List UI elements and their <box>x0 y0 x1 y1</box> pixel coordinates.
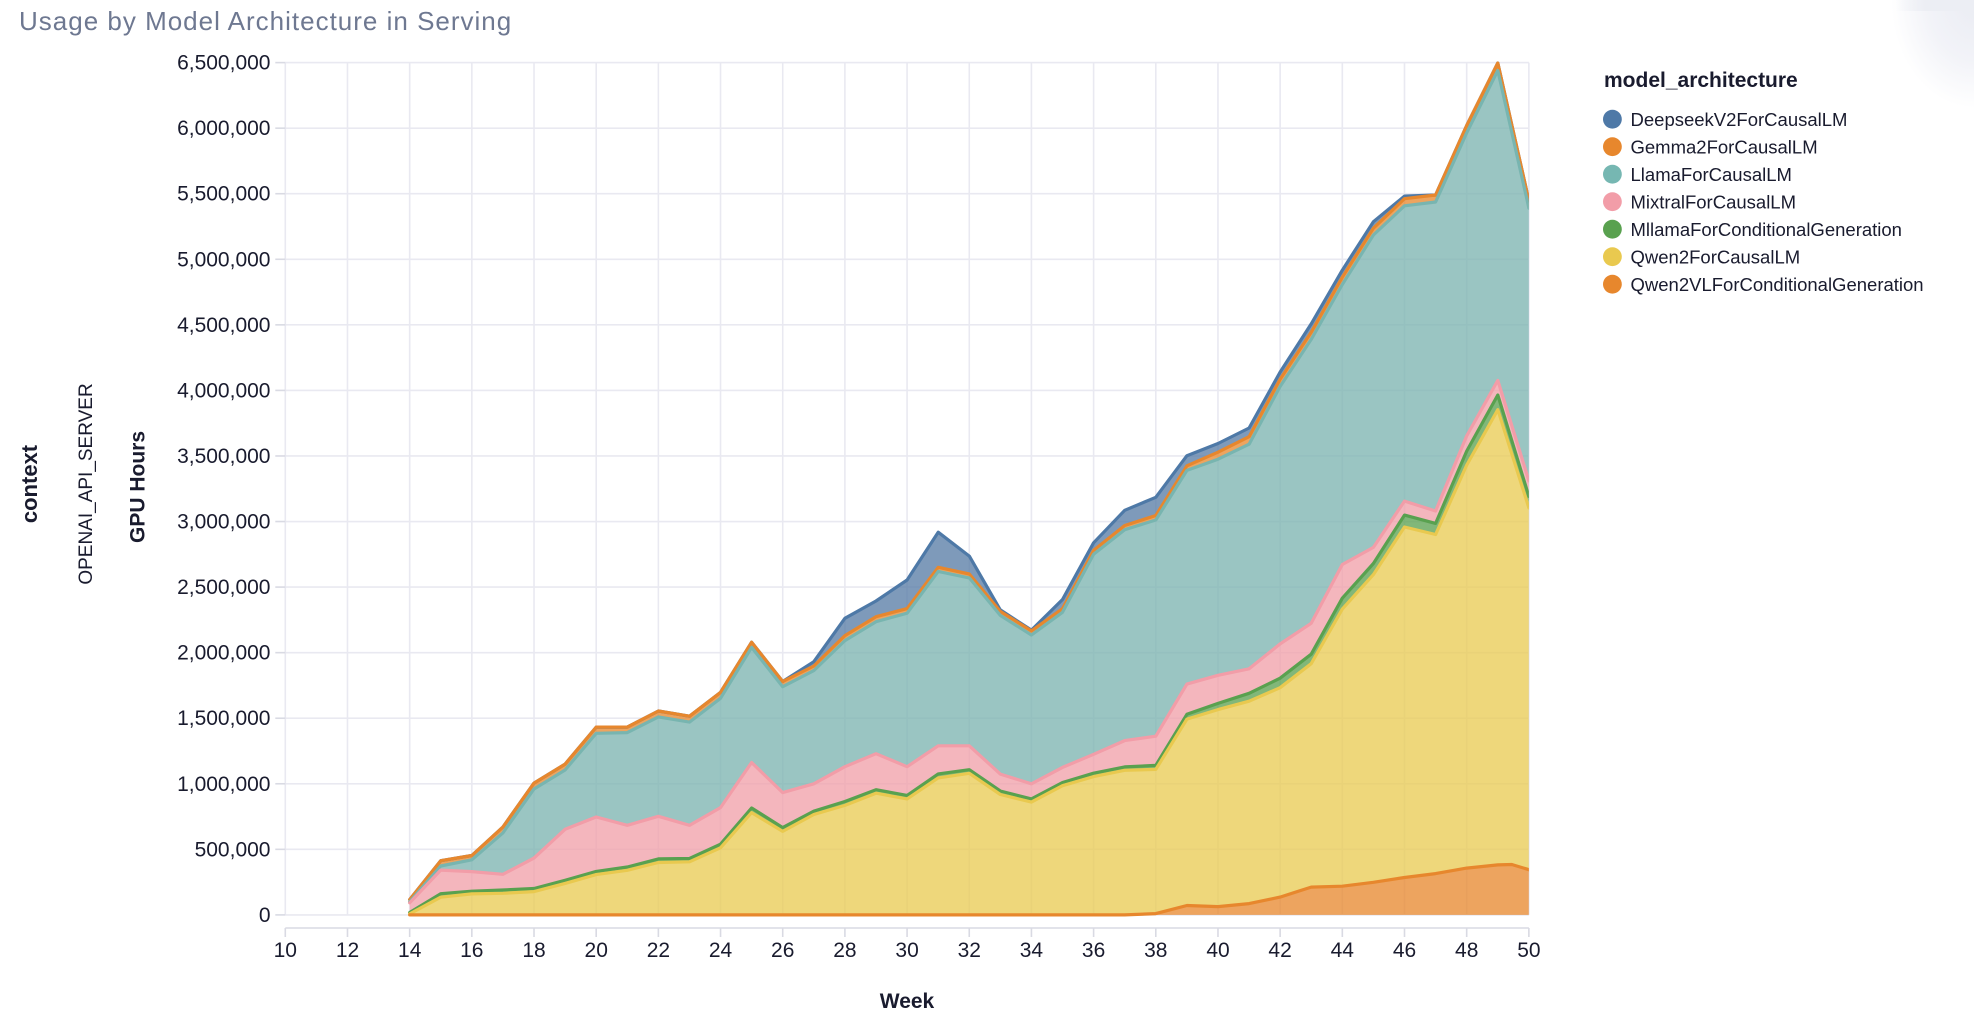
svg-text:3,000,000: 3,000,000 <box>177 511 270 534</box>
svg-text:10: 10 <box>274 939 297 962</box>
svg-text:model_architecture: model_architecture <box>1604 69 1798 92</box>
svg-text:16: 16 <box>460 939 483 962</box>
svg-text:5,000,000: 5,000,000 <box>177 248 270 271</box>
svg-text:14: 14 <box>398 939 422 962</box>
svg-text:18: 18 <box>522 939 545 962</box>
svg-text:44: 44 <box>1331 939 1355 962</box>
svg-text:12: 12 <box>336 939 359 962</box>
svg-text:1,000,000: 1,000,000 <box>177 773 270 796</box>
svg-text:26: 26 <box>771 939 794 962</box>
svg-text:22: 22 <box>647 939 670 962</box>
svg-text:Usage by Model Architecture in: Usage by Model Architecture in Serving <box>19 6 512 36</box>
svg-text:MixtralForCausalLM: MixtralForCausalLM <box>1631 192 1797 213</box>
svg-text:48: 48 <box>1455 939 1478 962</box>
svg-text:context: context <box>17 444 42 523</box>
svg-text:LlamaForCausalLM: LlamaForCausalLM <box>1631 164 1792 185</box>
svg-text:20: 20 <box>585 939 608 962</box>
svg-text:2,000,000: 2,000,000 <box>177 642 270 665</box>
svg-text:32: 32 <box>958 939 981 962</box>
svg-text:1,500,000: 1,500,000 <box>177 707 270 730</box>
svg-text:24: 24 <box>709 939 733 962</box>
svg-text:3,500,000: 3,500,000 <box>177 445 270 468</box>
svg-text:4,000,000: 4,000,000 <box>177 379 270 402</box>
svg-text:40: 40 <box>1206 939 1229 962</box>
svg-text:30: 30 <box>895 939 918 962</box>
svg-text:Week: Week <box>880 990 935 1013</box>
svg-text:2,500,000: 2,500,000 <box>177 576 270 599</box>
svg-text:42: 42 <box>1268 939 1291 962</box>
svg-text:OPENAI_API_SERVER: OPENAI_API_SERVER <box>76 383 97 584</box>
svg-text:50: 50 <box>1517 939 1540 962</box>
svg-text:500,000: 500,000 <box>195 838 271 861</box>
svg-text:Qwen2ForCausalLM: Qwen2ForCausalLM <box>1631 247 1801 268</box>
svg-text:38: 38 <box>1144 939 1167 962</box>
svg-text:4,500,000: 4,500,000 <box>177 314 270 337</box>
svg-text:Gemma2ForCausalLM: Gemma2ForCausalLM <box>1631 137 1818 158</box>
svg-text:36: 36 <box>1082 939 1105 962</box>
svg-text:28: 28 <box>833 939 856 962</box>
svg-text:6,500,000: 6,500,000 <box>177 52 270 75</box>
svg-text:6,000,000: 6,000,000 <box>177 117 270 140</box>
svg-text:DeepseekV2ForCausalLM: DeepseekV2ForCausalLM <box>1631 109 1848 130</box>
svg-text:34: 34 <box>1020 939 1044 962</box>
svg-text:Qwen2VLForConditionalGeneratio: Qwen2VLForConditionalGeneration <box>1631 274 1924 295</box>
svg-text:5,500,000: 5,500,000 <box>177 183 270 206</box>
svg-text:GPU Hours: GPU Hours <box>127 431 150 543</box>
svg-text:0: 0 <box>259 904 271 927</box>
svg-text:MllamaForConditionalGeneration: MllamaForConditionalGeneration <box>1631 219 1902 240</box>
svg-text:46: 46 <box>1393 939 1416 962</box>
